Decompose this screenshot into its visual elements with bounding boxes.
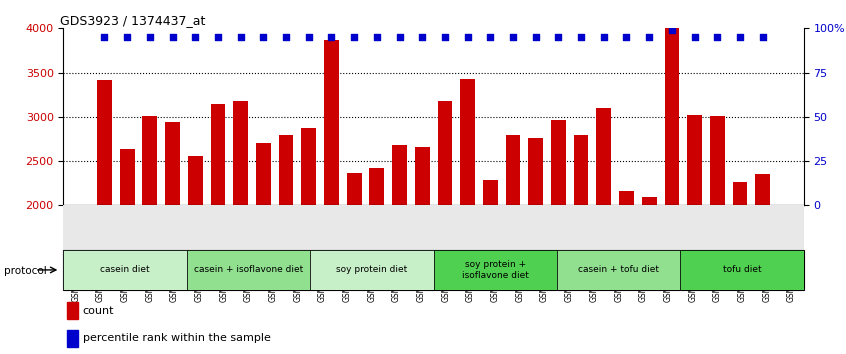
Text: GDS3923 / 1374437_at: GDS3923 / 1374437_at	[60, 14, 205, 27]
Point	[665, 27, 678, 33]
Bar	[256, 143, 271, 354]
Text: percentile rank within the sample: percentile rank within the sample	[83, 333, 271, 343]
Bar	[460, 79, 475, 354]
Bar	[415, 147, 430, 354]
Point	[256, 34, 270, 40]
Bar	[67, 302, 78, 319]
Bar	[437, 101, 453, 354]
Text: protocol: protocol	[4, 266, 47, 276]
Bar	[278, 136, 294, 354]
Point	[756, 34, 770, 40]
Bar	[165, 122, 180, 354]
Bar	[393, 145, 407, 354]
Bar	[529, 138, 543, 354]
Point	[120, 34, 134, 40]
Point	[279, 34, 293, 40]
Bar	[664, 28, 679, 354]
Bar	[63, 250, 187, 290]
Point	[348, 34, 361, 40]
Bar	[187, 250, 310, 290]
Bar	[433, 250, 557, 290]
Text: casein + isoflavone diet: casein + isoflavone diet	[194, 266, 303, 274]
Point	[370, 34, 383, 40]
Bar	[142, 116, 157, 354]
Point	[733, 34, 747, 40]
Point	[393, 34, 406, 40]
Text: tofu diet: tofu diet	[722, 266, 761, 274]
Text: soy protein +
isoflavone diet: soy protein + isoflavone diet	[462, 260, 529, 280]
Point	[166, 34, 179, 40]
Bar	[619, 191, 634, 354]
Bar	[574, 136, 589, 354]
Text: casein diet: casein diet	[101, 266, 150, 274]
Text: soy protein diet: soy protein diet	[336, 266, 408, 274]
Point	[711, 34, 724, 40]
Bar	[233, 101, 248, 354]
Bar	[506, 136, 520, 354]
Bar	[755, 175, 770, 354]
Point	[688, 34, 701, 40]
Bar	[710, 116, 725, 354]
Point	[597, 34, 611, 40]
Point	[620, 34, 634, 40]
Bar	[483, 180, 497, 354]
Bar	[188, 156, 203, 354]
Point	[438, 34, 452, 40]
Point	[552, 34, 565, 40]
Point	[461, 34, 475, 40]
Point	[302, 34, 316, 40]
Bar	[551, 120, 566, 354]
Bar	[687, 115, 702, 354]
Bar	[557, 250, 680, 290]
Bar	[596, 108, 611, 354]
Point	[233, 34, 247, 40]
Bar	[347, 173, 361, 354]
Point	[212, 34, 225, 40]
Bar	[120, 149, 135, 354]
Bar	[67, 330, 78, 347]
Point	[506, 34, 519, 40]
Text: casein + tofu diet: casein + tofu diet	[578, 266, 659, 274]
Point	[189, 34, 202, 40]
Point	[574, 34, 588, 40]
Bar	[370, 168, 384, 354]
Point	[484, 34, 497, 40]
Bar	[301, 129, 316, 354]
Point	[143, 34, 157, 40]
Point	[325, 34, 338, 40]
Bar	[324, 40, 338, 354]
Bar	[680, 250, 804, 290]
Point	[415, 34, 429, 40]
Bar	[733, 182, 747, 354]
Bar	[310, 250, 433, 290]
Point	[642, 34, 656, 40]
Point	[97, 34, 111, 40]
Point	[529, 34, 542, 40]
Bar	[211, 104, 225, 354]
Bar	[642, 198, 656, 354]
Text: count: count	[83, 306, 114, 316]
Bar	[97, 80, 112, 354]
